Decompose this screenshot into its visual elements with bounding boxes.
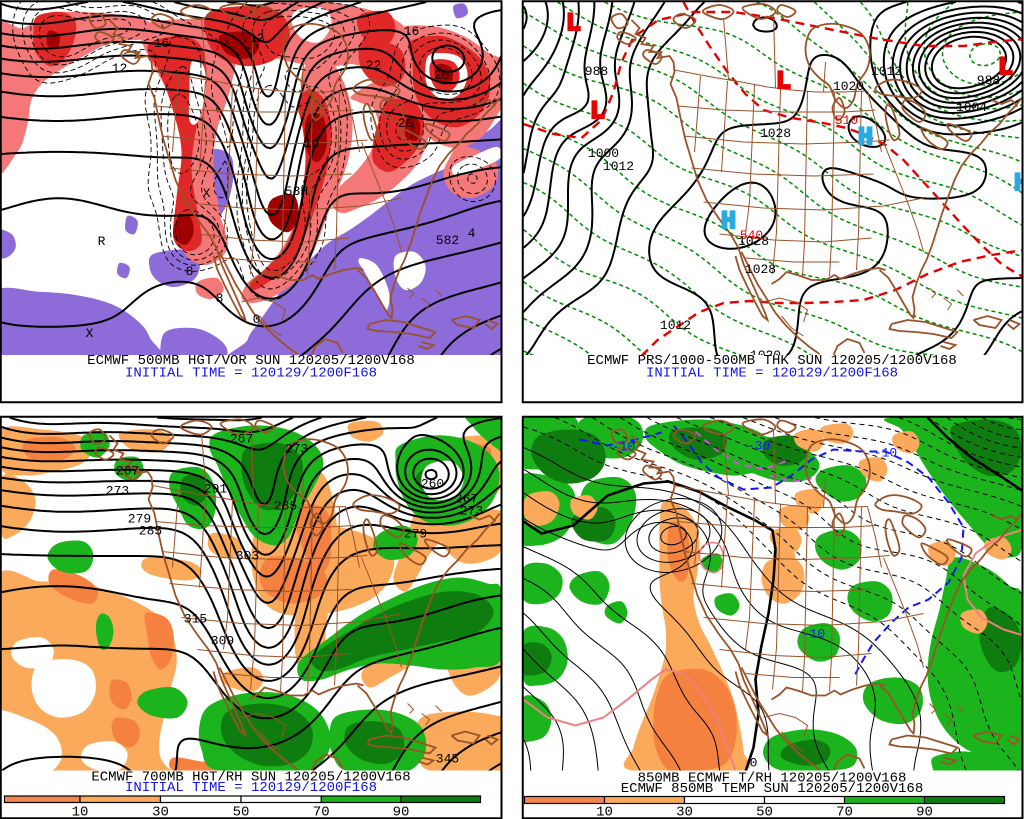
svg-text:345: 345 bbox=[436, 752, 459, 767]
svg-text:R: R bbox=[98, 234, 106, 249]
svg-text:INITIAL TIME = 120129/1200F168: INITIAL TIME = 120129/1200F168 bbox=[125, 365, 377, 381]
svg-text:30: 30 bbox=[676, 805, 693, 819]
svg-text:50: 50 bbox=[756, 805, 773, 819]
svg-text:309: 309 bbox=[211, 634, 234, 649]
svg-text:70: 70 bbox=[836, 805, 853, 819]
svg-text:-10: -10 bbox=[612, 440, 635, 455]
svg-text:4: 4 bbox=[468, 226, 476, 241]
svg-text:988: 988 bbox=[585, 64, 608, 79]
svg-text:X: X bbox=[86, 326, 94, 341]
svg-text:285: 285 bbox=[274, 499, 297, 514]
svg-text:10: 10 bbox=[72, 805, 89, 819]
svg-text:12: 12 bbox=[249, 31, 265, 46]
svg-text:16: 16 bbox=[404, 24, 420, 39]
svg-text:8: 8 bbox=[216, 291, 224, 306]
svg-text:988: 988 bbox=[977, 73, 1000, 88]
svg-text:INITIAL TIME = 120129/1200F168: INITIAL TIME = 120129/1200F168 bbox=[125, 780, 377, 796]
svg-text:1020: 1020 bbox=[750, 348, 781, 363]
svg-text:1012: 1012 bbox=[603, 159, 634, 174]
svg-text:-10: -10 bbox=[802, 627, 825, 642]
svg-text:315: 315 bbox=[184, 612, 207, 627]
svg-text:8: 8 bbox=[186, 264, 194, 279]
svg-text:ECMWF 500MB HGT/VOR SUN 120205: ECMWF 500MB HGT/VOR SUN 120205/1200V168 bbox=[87, 353, 415, 369]
svg-text:20: 20 bbox=[434, 68, 450, 83]
svg-text:30: 30 bbox=[152, 805, 169, 819]
svg-text:22: 22 bbox=[366, 58, 382, 73]
svg-text:90: 90 bbox=[916, 805, 933, 819]
svg-text:90: 90 bbox=[393, 805, 410, 819]
svg-text:12: 12 bbox=[112, 61, 128, 76]
svg-text:285: 285 bbox=[139, 524, 162, 539]
svg-text:1012: 1012 bbox=[871, 64, 902, 79]
svg-text:ECMWF PRS/1000-500MB THK SUN 1: ECMWF PRS/1000-500MB THK SUN 120205/1200… bbox=[587, 353, 957, 369]
svg-text:16: 16 bbox=[154, 36, 170, 51]
svg-text:540: 540 bbox=[740, 228, 763, 243]
svg-text:16: 16 bbox=[304, 136, 320, 151]
svg-text:267: 267 bbox=[116, 464, 139, 479]
svg-text:10: 10 bbox=[596, 805, 613, 819]
svg-text:X: X bbox=[203, 186, 211, 201]
svg-text:H: H bbox=[1014, 169, 1024, 198]
svg-text:582: 582 bbox=[436, 233, 459, 248]
svg-text:0: 0 bbox=[253, 312, 261, 327]
svg-text:L: L bbox=[998, 53, 1013, 82]
svg-text:53H: 53H bbox=[285, 184, 308, 199]
svg-text:ECMWF 850MB TEMP SUN 120205/12: ECMWF 850MB TEMP SUN 120205/1200V168 bbox=[621, 781, 923, 797]
svg-text:303: 303 bbox=[236, 549, 259, 564]
svg-text:L: L bbox=[590, 97, 605, 126]
svg-text:273: 273 bbox=[106, 484, 129, 499]
svg-text:70: 70 bbox=[313, 805, 330, 819]
svg-text:20: 20 bbox=[398, 116, 414, 131]
svg-text:273: 273 bbox=[285, 442, 308, 457]
svg-text:H: H bbox=[858, 123, 873, 152]
svg-text:0: 0 bbox=[750, 756, 758, 771]
svg-text:279: 279 bbox=[128, 512, 151, 527]
svg-text:1020: 1020 bbox=[833, 79, 864, 94]
svg-text:-30: -30 bbox=[747, 439, 770, 454]
svg-text:291: 291 bbox=[204, 482, 228, 497]
svg-text:279: 279 bbox=[404, 527, 427, 542]
svg-text:267: 267 bbox=[230, 432, 253, 447]
svg-text:273: 273 bbox=[460, 504, 483, 519]
svg-text:-10: -10 bbox=[874, 446, 897, 461]
svg-text:1000: 1000 bbox=[588, 146, 619, 161]
svg-text:H: H bbox=[721, 207, 736, 236]
svg-text:850MB ECMWF T/RH 120205/1200V1: 850MB ECMWF T/RH 120205/1200V168 bbox=[638, 771, 907, 787]
svg-text:INITIAL TIME = 120129/1200F168: INITIAL TIME = 120129/1200F168 bbox=[646, 365, 898, 381]
svg-text:510: 510 bbox=[835, 113, 858, 128]
svg-text:ECMWF 700MB HGT/RH SUN 120205/: ECMWF 700MB HGT/RH SUN 120205/1200V168 bbox=[91, 770, 410, 786]
svg-text:50: 50 bbox=[233, 805, 250, 819]
svg-text:1004: 1004 bbox=[956, 100, 987, 115]
svg-text:L: L bbox=[776, 67, 791, 96]
svg-text:1012: 1012 bbox=[660, 318, 691, 333]
svg-text:1028: 1028 bbox=[738, 234, 769, 249]
svg-text:1028: 1028 bbox=[745, 262, 776, 277]
svg-text:L: L bbox=[566, 9, 581, 38]
svg-text:1028: 1028 bbox=[760, 126, 791, 141]
svg-text:267: 267 bbox=[455, 492, 478, 507]
svg-text:260: 260 bbox=[421, 477, 444, 492]
